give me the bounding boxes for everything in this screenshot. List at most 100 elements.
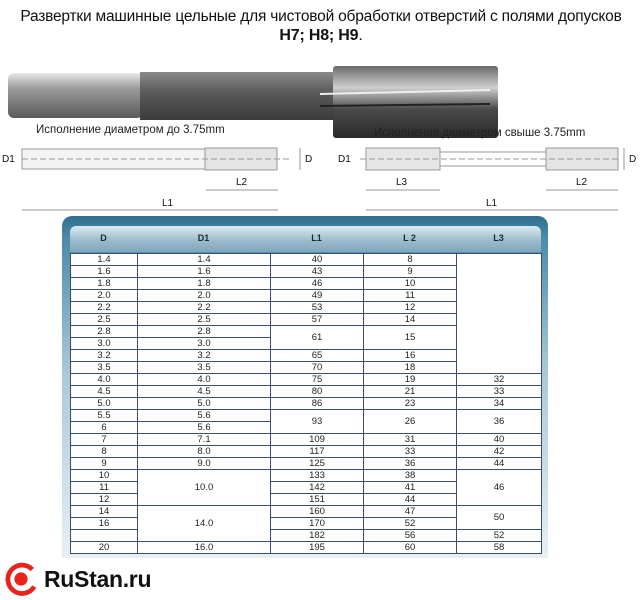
cell-l2: 19 [363, 373, 457, 386]
cell-d1: 5.6 [137, 409, 271, 422]
cell-l2: 8 [363, 253, 457, 266]
tolerance-subtitle: H7; H8; H9. [0, 27, 642, 45]
cell-l1: 160 [270, 505, 364, 518]
cell-l3: 42 [456, 445, 542, 458]
cell-d1: 16.0 [137, 541, 271, 554]
table-row: 12 151 44 [70, 493, 542, 506]
table-row: 3.5 3.5 70 18 [70, 361, 542, 374]
cell-l1: 151 [270, 493, 364, 506]
cell-l1: 195 [270, 541, 364, 554]
cell-l3: 32 [456, 373, 542, 386]
cell-l1: 70 [270, 361, 364, 374]
cell-l3: 34 [456, 397, 542, 410]
label-l2-right: L2 [576, 177, 588, 188]
cell-d1: 3.2 [137, 349, 271, 362]
cell-l1: 57 [270, 313, 364, 326]
cell-l2: 60 [363, 541, 457, 554]
cell-d1: 1.4 [137, 253, 271, 266]
cell-d1: 2.5 [137, 313, 271, 326]
cell-d: 9 [70, 457, 138, 470]
cell-l3: 40 [456, 433, 542, 446]
cell-l2: 41 [363, 481, 457, 494]
cell-l3: 46 [456, 469, 542, 506]
cell-l2: 18 [363, 361, 457, 374]
label-l1: L1 [162, 198, 174, 209]
cell-l1: 65 [270, 349, 364, 362]
cell-l2: 36 [363, 457, 457, 470]
cell-d1: 8.0 [137, 445, 271, 458]
cell-l2: 10 [363, 277, 457, 290]
logo-text: RuStan.ru [44, 565, 152, 592]
cell-d1: 2.8 [137, 325, 271, 338]
cell-l2: 52 [363, 517, 457, 530]
reamer-photo [8, 66, 498, 138]
cell-d1: 10.0 [137, 469, 271, 506]
cell-l2: 47 [363, 505, 457, 518]
cell-d1: 3.5 [137, 361, 271, 374]
cell-d: 3.0 [70, 337, 138, 350]
label-d-right: D [629, 154, 636, 165]
cell-d: 10 [70, 469, 138, 482]
cell-l2: 23 [363, 397, 457, 410]
cell-l3 [456, 253, 542, 374]
cell-d: 14 [70, 505, 138, 518]
cell-l1: 142 [270, 481, 364, 494]
table-row: 1.6 1.6 43 9 [70, 265, 542, 278]
cell-d: 4.5 [70, 385, 138, 398]
table-row: 3.0 3.0 [70, 337, 542, 350]
cell-l2: 16 [363, 349, 457, 362]
table-row: 16 170 52 [70, 517, 542, 530]
cell-d: 20 [70, 541, 138, 554]
cell-l1: 75 [270, 373, 364, 386]
cell-d: 2.2 [70, 301, 138, 314]
cell-d: 11 [70, 481, 138, 494]
cell-l3: 44 [456, 457, 542, 470]
cell-d1: 1.8 [137, 277, 271, 290]
page-title: Развертки машинные цельные для чистовой … [20, 8, 622, 25]
cell-d1: 9.0 [137, 457, 271, 470]
cell-l3: 58 [456, 541, 542, 554]
cell-l1: 93 [270, 409, 364, 434]
cell-l1: 46 [270, 277, 364, 290]
cell-l1: 43 [270, 265, 364, 278]
cell-l2: 15 [363, 325, 457, 350]
cell-d: 5.5 [70, 409, 138, 422]
cell-l2: 44 [363, 493, 457, 506]
cell-d1: 2.0 [137, 289, 271, 302]
tolerance-suffix: . [358, 27, 363, 44]
table-row: 10 10.0 133 38 46 [70, 469, 542, 506]
cell-d1: 14.0 [137, 505, 271, 542]
table-row: 2.2 2.2 53 12 [70, 301, 542, 314]
cell-d: 1.6 [70, 265, 138, 278]
table-header: D D1 L1 L 2 L3 [70, 226, 541, 252]
drawing-small-diameter: D1 D L2 L1 [2, 147, 312, 211]
cell-d: 1.8 [70, 277, 138, 290]
cell-l1: 40 [270, 253, 364, 266]
cell-l2: 56 [363, 529, 457, 542]
cell-l3: 50 [456, 505, 542, 530]
cell-l2: 11 [363, 289, 457, 302]
cell-l2: 14 [363, 313, 457, 326]
cell-d1: 5.0 [137, 397, 271, 410]
cell-d: 2.0 [70, 289, 138, 302]
cell-d: 4.0 [70, 373, 138, 386]
cell-d: 5.0 [70, 397, 138, 410]
cell-d1: 7.1 [137, 433, 271, 446]
table-row: 4.0 4.0 75 19 32 [70, 373, 542, 386]
cell-d: 12 [70, 493, 138, 506]
header-l2: L 2 [403, 233, 416, 243]
header-d1: D1 [197, 233, 210, 243]
table-row: 4.5 4.5 80 21 33 [70, 385, 542, 398]
table-row: 2.8 2.8 61 15 [70, 325, 542, 350]
table-row: 2.5 2.5 57 14 [70, 313, 542, 326]
cell-d: 7 [70, 433, 138, 446]
table-row: 2.0 2.0 49 11 [70, 289, 542, 302]
cell-l1: 49 [270, 289, 364, 302]
label-l3: L3 [396, 177, 408, 188]
cell-l2: 38 [363, 469, 457, 482]
cell-l1: 80 [270, 385, 364, 398]
cell-d: 16 [70, 517, 138, 530]
cell-d1: 4.0 [137, 373, 271, 386]
cell-l1: 109 [270, 433, 364, 446]
cell-d: 2.8 [70, 325, 138, 338]
